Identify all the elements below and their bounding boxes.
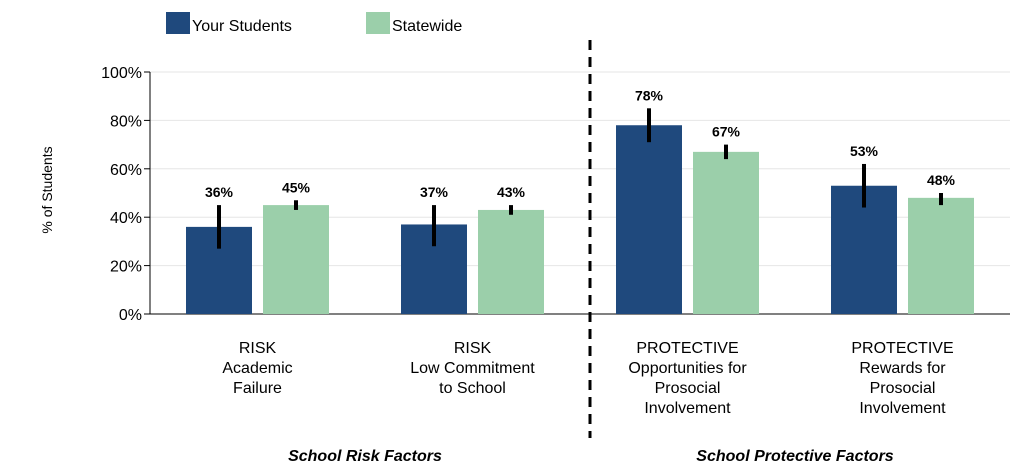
bar	[263, 205, 329, 314]
bar	[908, 197, 974, 314]
data-label: 67%	[712, 124, 741, 140]
y-tick-label: 0%	[119, 307, 142, 324]
category-label: Involvement	[859, 400, 946, 417]
category-label: Academic	[222, 360, 292, 377]
data-labels: 36% 45% 37% 43% 78% 67% 53% 48%	[205, 87, 956, 200]
data-label: 78%	[635, 87, 664, 103]
category-label: RISK	[239, 340, 277, 357]
category-label: Opportunities for	[628, 360, 747, 377]
bars	[186, 108, 974, 315]
y-tick-label: 100%	[101, 65, 142, 82]
data-label: 53%	[850, 143, 879, 159]
bar	[616, 125, 682, 315]
bar	[478, 209, 544, 314]
y-axis-label: % of Students	[39, 146, 55, 233]
data-label: 48%	[927, 172, 956, 188]
category-label: RISK	[454, 340, 492, 357]
group-title: School Protective Factors	[696, 448, 893, 465]
category-labels: RISK Academic Failure RISK Low Commitment to …	[222, 340, 953, 417]
data-label: 43%	[497, 184, 526, 200]
category-label: PROTECTIVE	[636, 340, 738, 357]
category-label: Involvement	[644, 400, 731, 417]
category-label: Failure	[233, 380, 282, 397]
y-tick-label: 20%	[110, 259, 142, 276]
group-titles: School Risk Factors School Protective Fac…	[288, 448, 894, 465]
y-tick-label: 60%	[110, 162, 142, 179]
legend-label: Statewide	[392, 18, 462, 35]
category-label: Prosocial	[870, 380, 936, 397]
group-title: School Risk Factors	[288, 448, 442, 465]
category-label: to School	[439, 380, 506, 397]
bar	[693, 151, 759, 314]
legend-label: Your Students	[192, 18, 292, 35]
category-label: Rewards for	[859, 360, 946, 377]
y-tick-label: 80%	[110, 113, 142, 130]
y-tick-label: 40%	[110, 210, 142, 227]
legend-swatch	[366, 12, 390, 34]
category-label: PROTECTIVE	[851, 340, 953, 357]
data-label: 45%	[282, 179, 311, 195]
legend: Your Students Statewide	[166, 12, 462, 35]
legend-swatch	[166, 12, 190, 34]
data-label: 36%	[205, 184, 234, 200]
category-label: Low Commitment	[410, 360, 535, 377]
data-label: 37%	[420, 184, 449, 200]
category-label: Prosocial	[655, 380, 721, 397]
